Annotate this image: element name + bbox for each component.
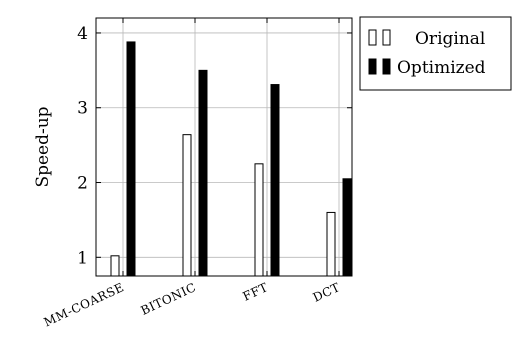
legend-swatch — [368, 29, 377, 46]
bar-optimized-dct — [342, 178, 352, 277]
legend: Original Optimized — [359, 16, 512, 91]
y-axis: 1 2 3 4 — [77, 24, 352, 268]
bar-original-dct — [326, 211, 336, 277]
y-tick-label: 1 — [77, 248, 88, 268]
grid — [96, 18, 352, 276]
bar-original-bitonic — [182, 134, 192, 277]
y-tick-label: 2 — [77, 174, 88, 194]
bar-optimized-bitonic — [198, 69, 208, 277]
y-tick-label: 3 — [77, 99, 88, 119]
bars — [110, 41, 352, 277]
x-tick-label: DCT — [311, 280, 343, 305]
legend-swatch — [368, 58, 377, 75]
legend-swatch — [382, 29, 391, 46]
legend-label: Optimized — [397, 58, 486, 78]
bar-original-fft — [254, 163, 264, 277]
legend-box — [359, 16, 512, 91]
x-tick-label: FFT — [241, 280, 271, 304]
bar-optimized-fft — [270, 84, 280, 277]
y-axis-label: Speed-up — [33, 106, 53, 187]
legend-label: Original — [415, 29, 485, 49]
plot-frame — [95, 17, 353, 277]
y-tick-label: 4 — [77, 24, 88, 44]
legend-swatch — [382, 58, 391, 75]
x-tick-label: BITONIC — [139, 280, 199, 318]
x-tick-label: MM-COARSE — [42, 280, 127, 329]
bar-optimized-mm-coarse — [126, 41, 136, 277]
bar-original-mm-coarse — [110, 255, 120, 277]
